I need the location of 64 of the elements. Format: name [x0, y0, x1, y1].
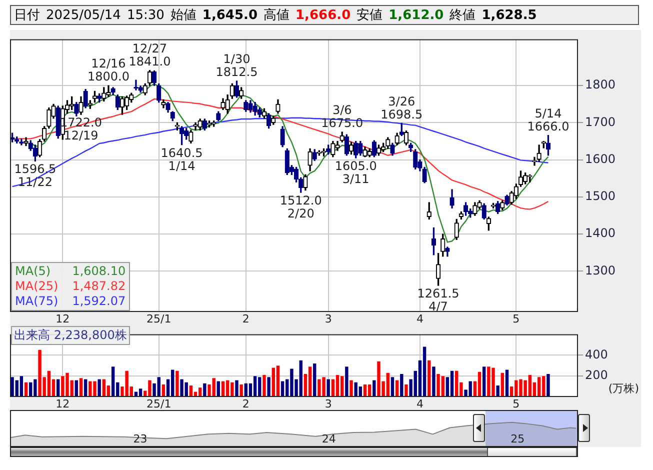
x-tick-label: 12: [56, 312, 70, 326]
y-tick-label: 1300: [585, 263, 616, 278]
y-tick-label: 200: [585, 368, 608, 382]
x-tick-label: 3: [324, 312, 332, 326]
x-tick-label: 2: [242, 397, 250, 410]
x-tick-label: 4: [416, 397, 424, 410]
y-tick-label: 1400: [585, 226, 616, 240]
x-tick-label: 25/1: [146, 312, 172, 326]
annotation: 5/14 1666.0: [527, 106, 570, 134]
bar: [253, 376, 257, 397]
bar: [267, 377, 270, 397]
bar: [340, 376, 344, 397]
bar: [240, 384, 243, 397]
text: MA(75) 1,592.07: [15, 294, 126, 309]
x-tick-label: 2: [242, 312, 250, 326]
annotation: 12/16 1800.0: [87, 56, 130, 84]
annotation: 3/6 1675.0: [321, 103, 364, 130]
annotation: 1640.5 1/14: [160, 146, 203, 173]
x-tick-label: 5: [512, 312, 520, 326]
annotation: 1605.0 3/11: [334, 159, 377, 186]
bar: [428, 360, 431, 397]
bar: [313, 364, 316, 397]
y-tick-label: 400: [585, 347, 608, 362]
chart-title: 出来高 2,238,800株: [11, 326, 130, 345]
bar: [308, 366, 312, 397]
y-tick-label: 1600: [585, 152, 616, 166]
x-tick-label: 25/1: [146, 397, 172, 410]
bar: [276, 366, 280, 397]
y-tick-label: 1800: [585, 78, 616, 92]
x-tick-label: 23: [133, 432, 148, 446]
x-tick-label: 12: [56, 397, 70, 410]
bar: [98, 379, 101, 397]
bar: [496, 385, 500, 397]
bar: [262, 375, 266, 397]
bar: [235, 380, 238, 397]
annotation: 12/27 1841.0: [128, 42, 171, 68]
bar: [404, 384, 408, 397]
chart-title: 日付 2025/05/14 15:30 始値 1,645.0 高値 1,666.0 安値 1,612.0 終値 1,628.5: [14, 8, 537, 23]
bar: [422, 346, 426, 397]
y-tick-label: 1700: [585, 114, 616, 129]
bar: [546, 374, 550, 397]
text: MA(5) 1,608.10: [15, 264, 126, 278]
annotation: 1261.5 4/7: [417, 286, 460, 314]
x-tick-label: 25: [510, 432, 525, 446]
annotation: 1512.0 2/20: [280, 194, 322, 221]
candlestick: [19, 138, 24, 146]
bar: [372, 380, 376, 397]
annotation: 3/26 1698.5: [380, 94, 423, 122]
annotation: 1/30 1812.5: [216, 52, 258, 80]
bar: [176, 370, 179, 397]
bar: [20, 376, 24, 397]
text: MA(25) 1,487.82: [15, 279, 126, 294]
x-tick-label: 24: [322, 432, 336, 446]
x-tick-label: 4: [416, 312, 424, 326]
bar: [482, 366, 486, 397]
y-axis-title: (万株): [608, 381, 639, 396]
bar: [350, 380, 353, 397]
bar: [432, 366, 436, 397]
bar: [345, 366, 348, 397]
x-tick-label: 5: [512, 397, 520, 410]
y-tick-label: 1500: [585, 189, 616, 204]
x-tick-label: 3: [324, 397, 332, 410]
bar: [203, 383, 206, 397]
bar: [111, 366, 115, 397]
